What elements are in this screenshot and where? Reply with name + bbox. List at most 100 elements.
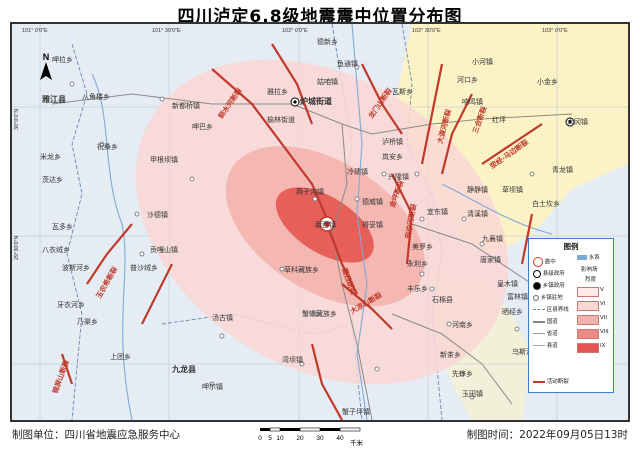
place-gongga: 贡嘎山镇 [150,245,178,254]
place-meiluo: 美罗乡 [412,242,433,251]
svg-text:102° 0′0″E: 102° 0′0″E [282,28,308,34]
place-shaijing: 晒经乡 [502,307,523,316]
place-guzan: 姑咱镇 [317,77,338,86]
place-wanba: 湾坝镇 [282,355,303,364]
place-yala: 雅拉乡 [267,87,288,96]
place-qinglong: 青龙镇 [552,165,573,174]
place-detuo: 得妥镇 [362,220,383,229]
place-yutian: 玉田镇 [462,389,483,398]
place-shade: 沙德镇 [147,210,168,219]
place-xincha: 新茶乡 [440,350,461,359]
place-xieluo: 蟹螺藏族乡 [302,309,337,318]
scale-tick-40: 40 [336,435,344,442]
fault-rongjing-mabian [481,123,543,165]
place-yongli: 永利乡 [407,259,428,268]
place-labels: 雅江县 炉城街道 九龙县 磨西镇 得妥镇 燕子沟镇 德威镇 新都桥镇 甲根坝镇 … [40,37,588,416]
place-huangmu: 皇木镇 [497,279,518,288]
svg-text:30°0′0″N: 30°0′0″N [14,109,20,130]
place-bosihe: 波斯河乡 [62,263,90,272]
fault-sanhe [440,93,473,175]
place-lucheng: 炉城街道 [300,96,332,106]
epicenter-marker[interactable] [319,216,335,232]
map-frame[interactable]: N 101° 0′0″E 101° 30′0″E 102° 0′0″E 102°… [10,22,630,422]
legend-national-road: 国道 [533,317,558,325]
place-xinglong: 兴隆镇 [388,172,409,181]
place-xianfeng: 先锋乡 [452,369,473,378]
place-dagang: 大冈镇 [567,117,588,126]
place-jingjing: 静静镇 [467,185,488,194]
map-producer: 制图单位：四川省地震应急服务中心 [12,429,180,441]
place-hekou: 河口乡 [457,76,478,84]
legend-title: 图例 [563,242,579,251]
scale-tick-10: 10 [276,435,284,442]
place-dexin: 德新乡 [317,37,338,46]
place-henan: 河南乡 [452,320,473,329]
place-yidong: 宜东镇 [427,207,448,216]
legend-county-road: 县道 [533,341,558,349]
place-xiezi: 蟹子坪镇 [342,407,370,416]
north-label: N [43,52,50,62]
scale-tick-0: 0 [258,435,262,442]
legend-epicenter: 震中 [533,257,556,267]
scale-tick-20: 20 [296,435,304,442]
svg-text:101° 30′0″E: 101° 30′0″E [152,28,181,34]
svg-text:101° 0′0″E: 101° 0′0″E [22,28,48,34]
legend-boundary: 区县界线 [533,305,569,313]
provincial-road-legend-icon [533,333,545,334]
place-bajiaolou: 八角楼乡 [82,92,110,101]
place-yanzigou: 燕子沟镇 [296,187,324,196]
place-gala: 呷拉乡 [52,55,73,64]
place-gaer: 呷尔镇 [202,382,223,391]
place-wasi: 瓦斯乡 [392,87,413,96]
national-road-legend-icon [533,320,545,323]
place-xindu: 新都桥镇 [172,101,200,110]
fault-yunongxi [86,223,133,285]
township-legend-icon [533,281,541,290]
fault-xianshuihe-north [271,43,314,125]
fault-yumu [141,263,173,325]
place-ciDa: 茨达乡 [42,175,63,184]
place-lanan: 岚安乡 [382,152,403,161]
map-legend: 图例 震中 县级政府 乡镇政府 乡镇驻地 区县界线 国道 省道 县道 活动断裂 … [528,238,614,393]
fault-jinpingshan [60,353,74,385]
scale-bar: 0 5 10 20 30 40 千米 [258,424,378,446]
place-baitukan: 白土坎乡 [532,199,560,208]
place-pusharong: 普沙绒乡 [130,263,158,272]
fault-longmenshan [361,63,403,135]
place-naiqu: 乃渠乡 [77,317,98,326]
legend-provincial-road: 省道 [533,329,558,337]
place-xiaojin: 小金乡 [537,77,558,86]
fault-anning [310,343,343,420]
place-fulin: 富林镇 [507,292,528,301]
left-coordinates: 30°0′0″N 29°30′0″N [14,109,20,260]
place-hongping: 红坪 [492,115,506,124]
fault-legend-icon [533,380,545,383]
place-yayihe: 牙衣河乡 [57,300,85,309]
scale-tick-5: 5 [268,435,272,442]
place-tangjia: 唐家镇 [480,255,501,264]
legend-intensity-vi [577,301,599,311]
fault-daliangshan [341,283,393,330]
county-road-legend-icon [533,345,545,346]
scale-unit: 千米 [350,438,364,446]
fault-dadu [420,63,444,165]
place-yulin: 榆林街道 [267,115,295,124]
place-zhusang: 祝桑乡 [97,142,118,151]
place-jiuxiang: 九襄镇 [482,234,503,243]
legend-intensity-ix [577,343,599,353]
svg-text:102° 30′0″E: 102° 30′0″E [412,28,441,34]
boundary-legend-icon [533,309,545,310]
county-markers [290,97,575,127]
county-legend-icon [533,269,541,278]
legend-water: 水系 [577,253,600,261]
map-timestamp: 制图时间：2022年09月05日13时 [466,429,628,441]
fault-tianshu [520,213,534,265]
fault-moxi [325,223,358,295]
town-legend-icon [533,294,539,301]
top-coordinates: 101° 0′0″E 101° 30′0″E 102° 0′0″E 102° 3… [22,28,568,34]
place-shangtuan: 上团乡 [110,352,131,361]
place-caoba: 草坝镇 [502,185,523,194]
epicenter-legend-icon [533,257,543,267]
place-shimian: 石棉县 [432,295,453,304]
place-yutong: 鱼通镇 [337,59,358,68]
